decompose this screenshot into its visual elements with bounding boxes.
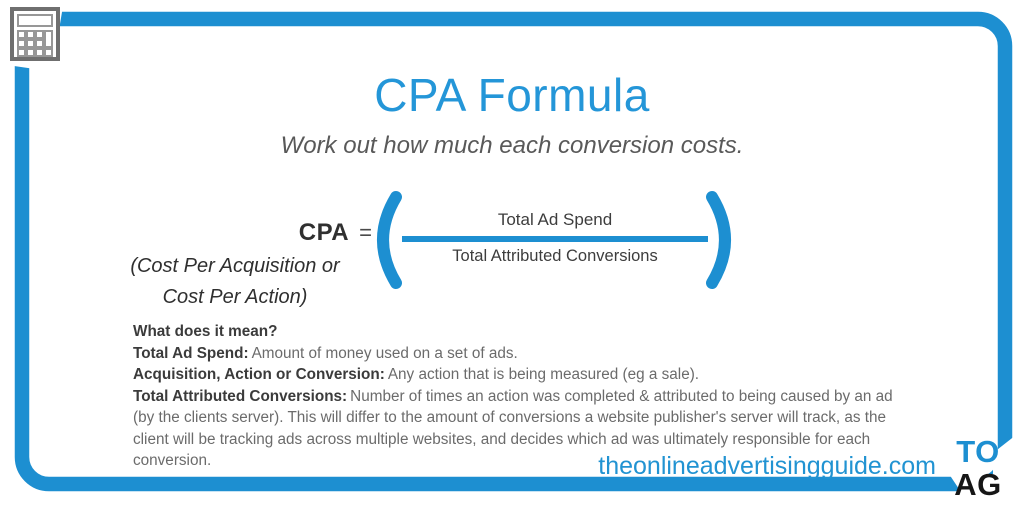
- formula-fraction: Total Ad Spend Total Attributed Conversi…: [402, 210, 708, 266]
- explanation-item: Total Ad Spend: Amount of money used on a…: [133, 343, 895, 365]
- parenthesis-right-icon: [706, 191, 731, 289]
- logo-ag: AG: [954, 467, 1002, 502]
- explanation-item: Total Attributed Conversions: Number of t…: [133, 386, 895, 472]
- logo-to: TO: [956, 434, 1000, 469]
- term-acquisition: Acquisition, Action or Conversion:: [133, 366, 385, 383]
- toag-logo: TO AG: [950, 435, 1006, 501]
- definition-acquisition: Any action that is being measured (eg a …: [387, 366, 700, 383]
- calculator-icon: [10, 7, 60, 61]
- formula-note-line2: Cost Per Action): [162, 286, 308, 308]
- fraction-denominator: Total Attributed Conversions: [452, 247, 658, 265]
- fraction-numerator: Total Ad Spend: [497, 210, 613, 229]
- formula-note-line1: (Cost Per Acquisition or: [130, 255, 340, 277]
- formula-lhs: CPA =: [0, 219, 372, 247]
- explanation-heading: What does it mean?: [133, 323, 278, 340]
- fraction-bar: [402, 236, 708, 242]
- definition-attributed-conversions: Number of times an action was completed …: [133, 387, 893, 470]
- term-attributed-conversions: Total Attributed Conversions:: [133, 387, 348, 405]
- formula-lhs-note: (Cost Per Acquisition or Cost Per Action…: [116, 251, 354, 313]
- page-subtitle: Work out how much each conversion costs.: [280, 132, 744, 159]
- explanation-item: Acquisition, Action or Conversion: Any ac…: [133, 364, 895, 386]
- term-total-ad-spend: Total Ad Spend:: [133, 344, 249, 362]
- equals-sign: =: [359, 220, 372, 245]
- page-title: CPA Formula: [374, 69, 650, 121]
- definition-total-ad-spend: Amount of money used on a set of ads.: [251, 344, 518, 362]
- website-url: theonlineadvertisingguide.com: [598, 452, 936, 480]
- explanation-block: What does it mean? Total Ad Spend: Amount…: [133, 321, 895, 472]
- formula-cpa-label: CPA: [298, 219, 350, 246]
